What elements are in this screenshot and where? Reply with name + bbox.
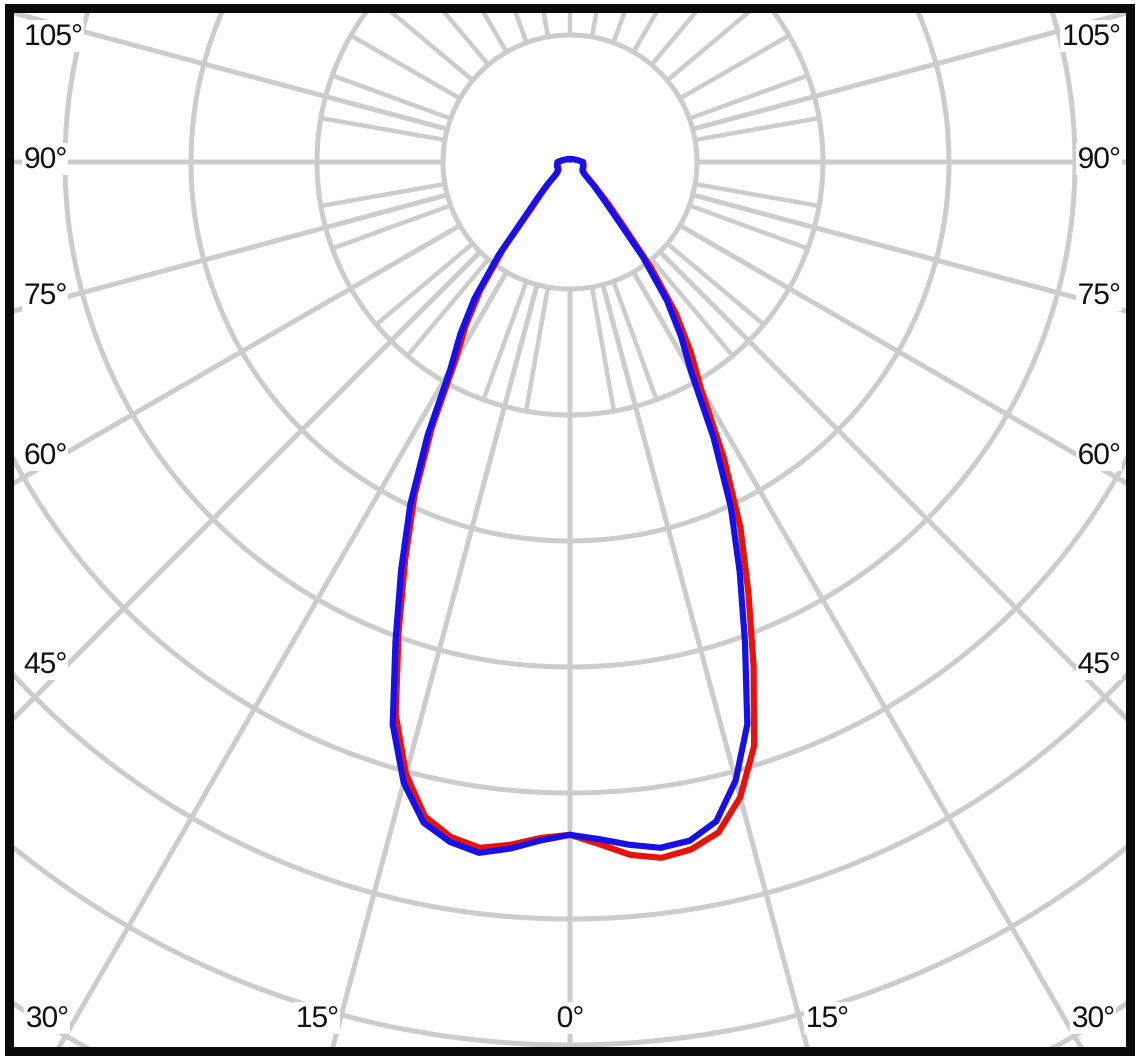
grid-tick bbox=[523, 286, 551, 412]
grid-ray bbox=[14, 13, 448, 132]
angle-label-bottom-4: 30° bbox=[1069, 1001, 1117, 1034]
grid-ray bbox=[600, 284, 810, 1047]
grid-tick bbox=[694, 181, 820, 209]
grid-tick bbox=[481, 13, 509, 54]
grid-ray bbox=[330, 284, 540, 1047]
grid-tick bbox=[513, 13, 529, 44]
grid-tick bbox=[589, 13, 599, 38]
grid-tick bbox=[331, 73, 452, 121]
grid-tick bbox=[374, 241, 475, 327]
grid-ray bbox=[14, 250, 482, 722]
grid-ray bbox=[692, 192, 1126, 314]
angle-label-left-75: 75° bbox=[22, 278, 69, 311]
angle-label-bottom-2: 0° bbox=[554, 1001, 586, 1034]
grid-tick bbox=[405, 257, 491, 358]
grid-ray bbox=[692, 13, 1126, 132]
angle-label-right-90: 90° bbox=[1075, 142, 1122, 175]
angle-label-bottom-0: 30° bbox=[23, 1001, 71, 1034]
grid-ray bbox=[14, 192, 448, 314]
grid-tick bbox=[320, 181, 446, 209]
grid-tick bbox=[665, 13, 752, 83]
grid-tick bbox=[331, 203, 452, 251]
grid-tick bbox=[688, 203, 809, 251]
grid-tick bbox=[388, 13, 475, 83]
chart-frame bbox=[5, 4, 1135, 1056]
angle-label-bottom-3: 15° bbox=[803, 1001, 851, 1034]
angle-label-bottom-1: 15° bbox=[293, 1001, 341, 1034]
grid-ray bbox=[631, 270, 1084, 1047]
angle-label-left-45: 45° bbox=[22, 647, 69, 680]
grid-ray bbox=[14, 223, 462, 486]
angle-label-left-105: 105° bbox=[22, 19, 85, 52]
angle-label-right-45: 45° bbox=[1075, 647, 1122, 680]
grid-tick bbox=[541, 13, 551, 38]
grid-ray bbox=[678, 223, 1126, 486]
angle-label-right-60: 60° bbox=[1075, 438, 1122, 471]
grid-ray bbox=[56, 270, 509, 1047]
grid-tick bbox=[649, 13, 698, 67]
grid-tick bbox=[694, 115, 820, 143]
grid-tick bbox=[678, 33, 791, 101]
angle-label-left-90: 90° bbox=[22, 142, 69, 175]
grid-tick bbox=[649, 257, 735, 358]
angle-label-left-60: 60° bbox=[22, 438, 69, 471]
grid-tick bbox=[442, 13, 491, 67]
grid-tick bbox=[611, 13, 627, 44]
grid-ray bbox=[658, 250, 1126, 722]
angle-label-right-75: 75° bbox=[1075, 278, 1122, 311]
grid-tick bbox=[481, 280, 529, 401]
grid-tick bbox=[688, 73, 809, 121]
angle-label-right-105: 105° bbox=[1059, 19, 1122, 52]
grid-tick bbox=[320, 115, 446, 143]
grid-tick bbox=[611, 280, 659, 401]
grid-tick bbox=[665, 241, 766, 327]
grid-tick bbox=[349, 33, 462, 101]
grid-tick bbox=[631, 13, 659, 54]
grid-fine-ticks bbox=[317, 13, 823, 415]
grid-tick bbox=[589, 286, 617, 412]
blue-intensity-curve bbox=[389, 155, 751, 856]
